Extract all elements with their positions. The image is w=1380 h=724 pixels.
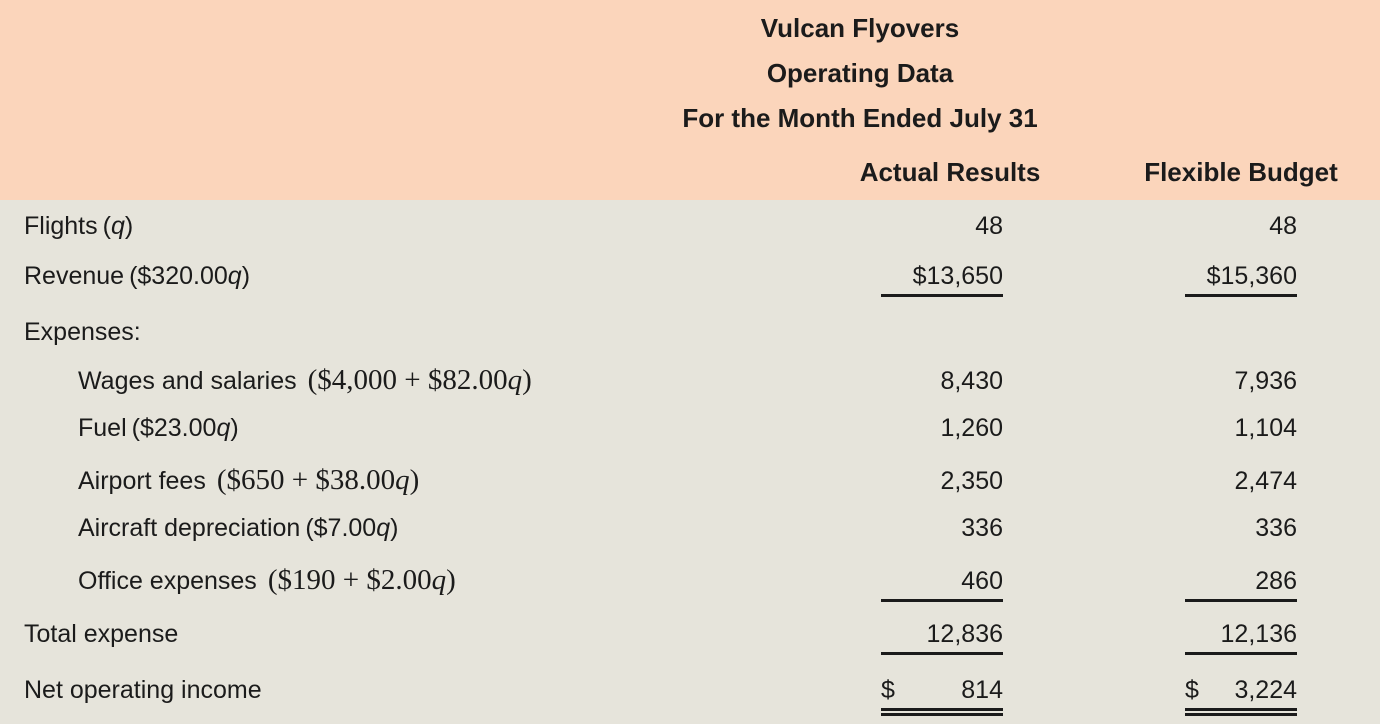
table-row: Fuel ($23.00q) 1,260 1,104 — [0, 402, 1380, 452]
amount: 814 — [961, 676, 1003, 704]
flexible-value-cell: 336 — [1080, 514, 1380, 543]
flexible-value-cell: 7,936 — [1080, 367, 1380, 396]
table-row: Total expense 12,836 12,136 — [0, 608, 1380, 664]
row-cost-formula: ($23.00q) — [131, 414, 239, 442]
report-title: Operating Data — [766, 58, 954, 88]
row-label-text: Wages and salaries — [78, 367, 297, 395]
table-row: Net operating income $814 $3,224 — [0, 664, 1380, 724]
row-cost-formula: ($190 + $2.00q) — [267, 564, 456, 596]
actual-value: 1,260 — [940, 414, 1003, 442]
flexible-value: 7,936 — [1234, 367, 1297, 395]
table-row: Office expenses ($190 + $2.00q) 460 286 — [0, 552, 1380, 608]
flexible-value: $15,360 — [1185, 262, 1297, 297]
flexible-value-cell: 12,136 — [1080, 620, 1380, 655]
row-label: Revenue ($320.00q) — [0, 262, 820, 291]
row-label: Airport fees ($650 + $38.00q) — [0, 464, 820, 497]
actual-value: 336 — [961, 514, 1003, 542]
currency-sign: $ — [1185, 676, 1199, 704]
actual-value: 2,350 — [940, 467, 1003, 495]
row-label-text: Revenue — [24, 262, 125, 290]
table-row: Airport fees ($650 + $38.00q) 2,350 2,474 — [0, 452, 1380, 502]
table-row: Wages and salaries ($4,000 + $82.00q) 8,43… — [0, 352, 1380, 402]
actual-value: 460 — [881, 567, 1003, 602]
actual-value-cell: $814 — [820, 676, 1080, 716]
flexible-value-cell: $15,360 — [1080, 262, 1380, 297]
row-label: Flights (q) — [0, 212, 820, 241]
flexible-value-cell: 2,474 — [1080, 467, 1380, 496]
flexible-value-cell: $3,224 — [1080, 676, 1380, 716]
row-cost-formula: ($650 + $38.00q) — [216, 464, 420, 496]
actual-value-cell: 12,836 — [820, 620, 1080, 655]
row-label: Aircraft depreciation ($7.00q) — [0, 514, 820, 543]
actual-value-cell: 48 — [820, 212, 1080, 241]
column-header-flexible-budget: Flexible Budget — [1144, 157, 1338, 187]
row-label-text: Expenses: — [24, 318, 141, 346]
actual-value: $13,650 — [881, 262, 1003, 297]
row-cost-formula: ($4,000 + $82.00q) — [307, 364, 532, 396]
flexible-value: 12,136 — [1185, 620, 1297, 655]
actual-value: 12,836 — [881, 620, 1003, 655]
flexible-value: 2,474 — [1234, 467, 1297, 495]
actual-value-cell: $13,650 — [820, 262, 1080, 297]
actual-value-cell: 1,260 — [820, 414, 1080, 443]
actual-value-cell: 8,430 — [820, 367, 1080, 396]
flexible-value-cell: 1,104 — [1080, 414, 1380, 443]
table-row: Flights (q) 48 48 — [0, 200, 1380, 250]
row-label: Net operating income — [0, 676, 820, 705]
table-row: Revenue ($320.00q) $13,650 $15,360 — [0, 250, 1380, 306]
row-label-text: Airport fees — [78, 467, 206, 495]
flexible-value-cell: 286 — [1080, 567, 1380, 602]
row-label: Fuel ($23.00q) — [0, 414, 820, 443]
flexible-value: 336 — [1255, 514, 1297, 542]
table-header: Vulcan Flyovers Operating Data For the M… — [0, 0, 1380, 200]
row-label-text: Total expense — [24, 620, 179, 648]
table-body: Flights (q) 48 48 Revenue ($320.00q) $13,650 $1… — [0, 200, 1380, 724]
flexible-value: 286 — [1185, 567, 1297, 602]
column-header-actual-results: Actual Results — [859, 157, 1041, 187]
actual-value-cell: 460 — [820, 567, 1080, 602]
row-label-text: Net operating income — [24, 676, 262, 704]
actual-value: 48 — [975, 212, 1003, 240]
actual-value: 8,430 — [940, 367, 1003, 395]
row-label: Office expenses ($190 + $2.00q) — [0, 564, 820, 597]
table-row: Aircraft depreciation ($7.00q) 336 336 — [0, 502, 1380, 552]
company-name: Vulcan Flyovers — [760, 13, 960, 43]
flexible-value: 1,104 — [1234, 414, 1297, 442]
row-cost-formula: ($320.00q) — [129, 262, 251, 290]
row-label: Total expense — [0, 620, 820, 649]
actual-value: $814 — [881, 676, 1003, 716]
row-label-text: Flights — [24, 212, 98, 240]
row-cost-formula: (q) — [102, 212, 134, 240]
flexible-value: $3,224 — [1185, 676, 1297, 716]
flexible-value: 48 — [1269, 212, 1297, 240]
title-block: Vulcan Flyovers Operating Data For the M… — [170, 0, 1380, 141]
flexible-value-cell: 48 — [1080, 212, 1380, 241]
row-cost-formula: ($7.00q) — [305, 514, 399, 542]
row-label-text: Office expenses — [78, 567, 257, 595]
row-label: Wages and salaries ($4,000 + $82.00q) — [0, 364, 820, 397]
row-label-text: Fuel — [78, 414, 127, 442]
actual-value-cell: 336 — [820, 514, 1080, 543]
currency-sign: $ — [881, 676, 895, 704]
table-row: Expenses: — [0, 306, 1380, 352]
row-label-text: Aircraft depreciation — [78, 514, 301, 542]
actual-value-cell: 2,350 — [820, 467, 1080, 496]
amount: 3,224 — [1234, 676, 1297, 704]
report-period: For the Month Ended July 31 — [682, 103, 1038, 133]
row-label: Expenses: — [0, 318, 820, 347]
column-header-row: Actual Results Flexible Budget — [0, 141, 1380, 200]
